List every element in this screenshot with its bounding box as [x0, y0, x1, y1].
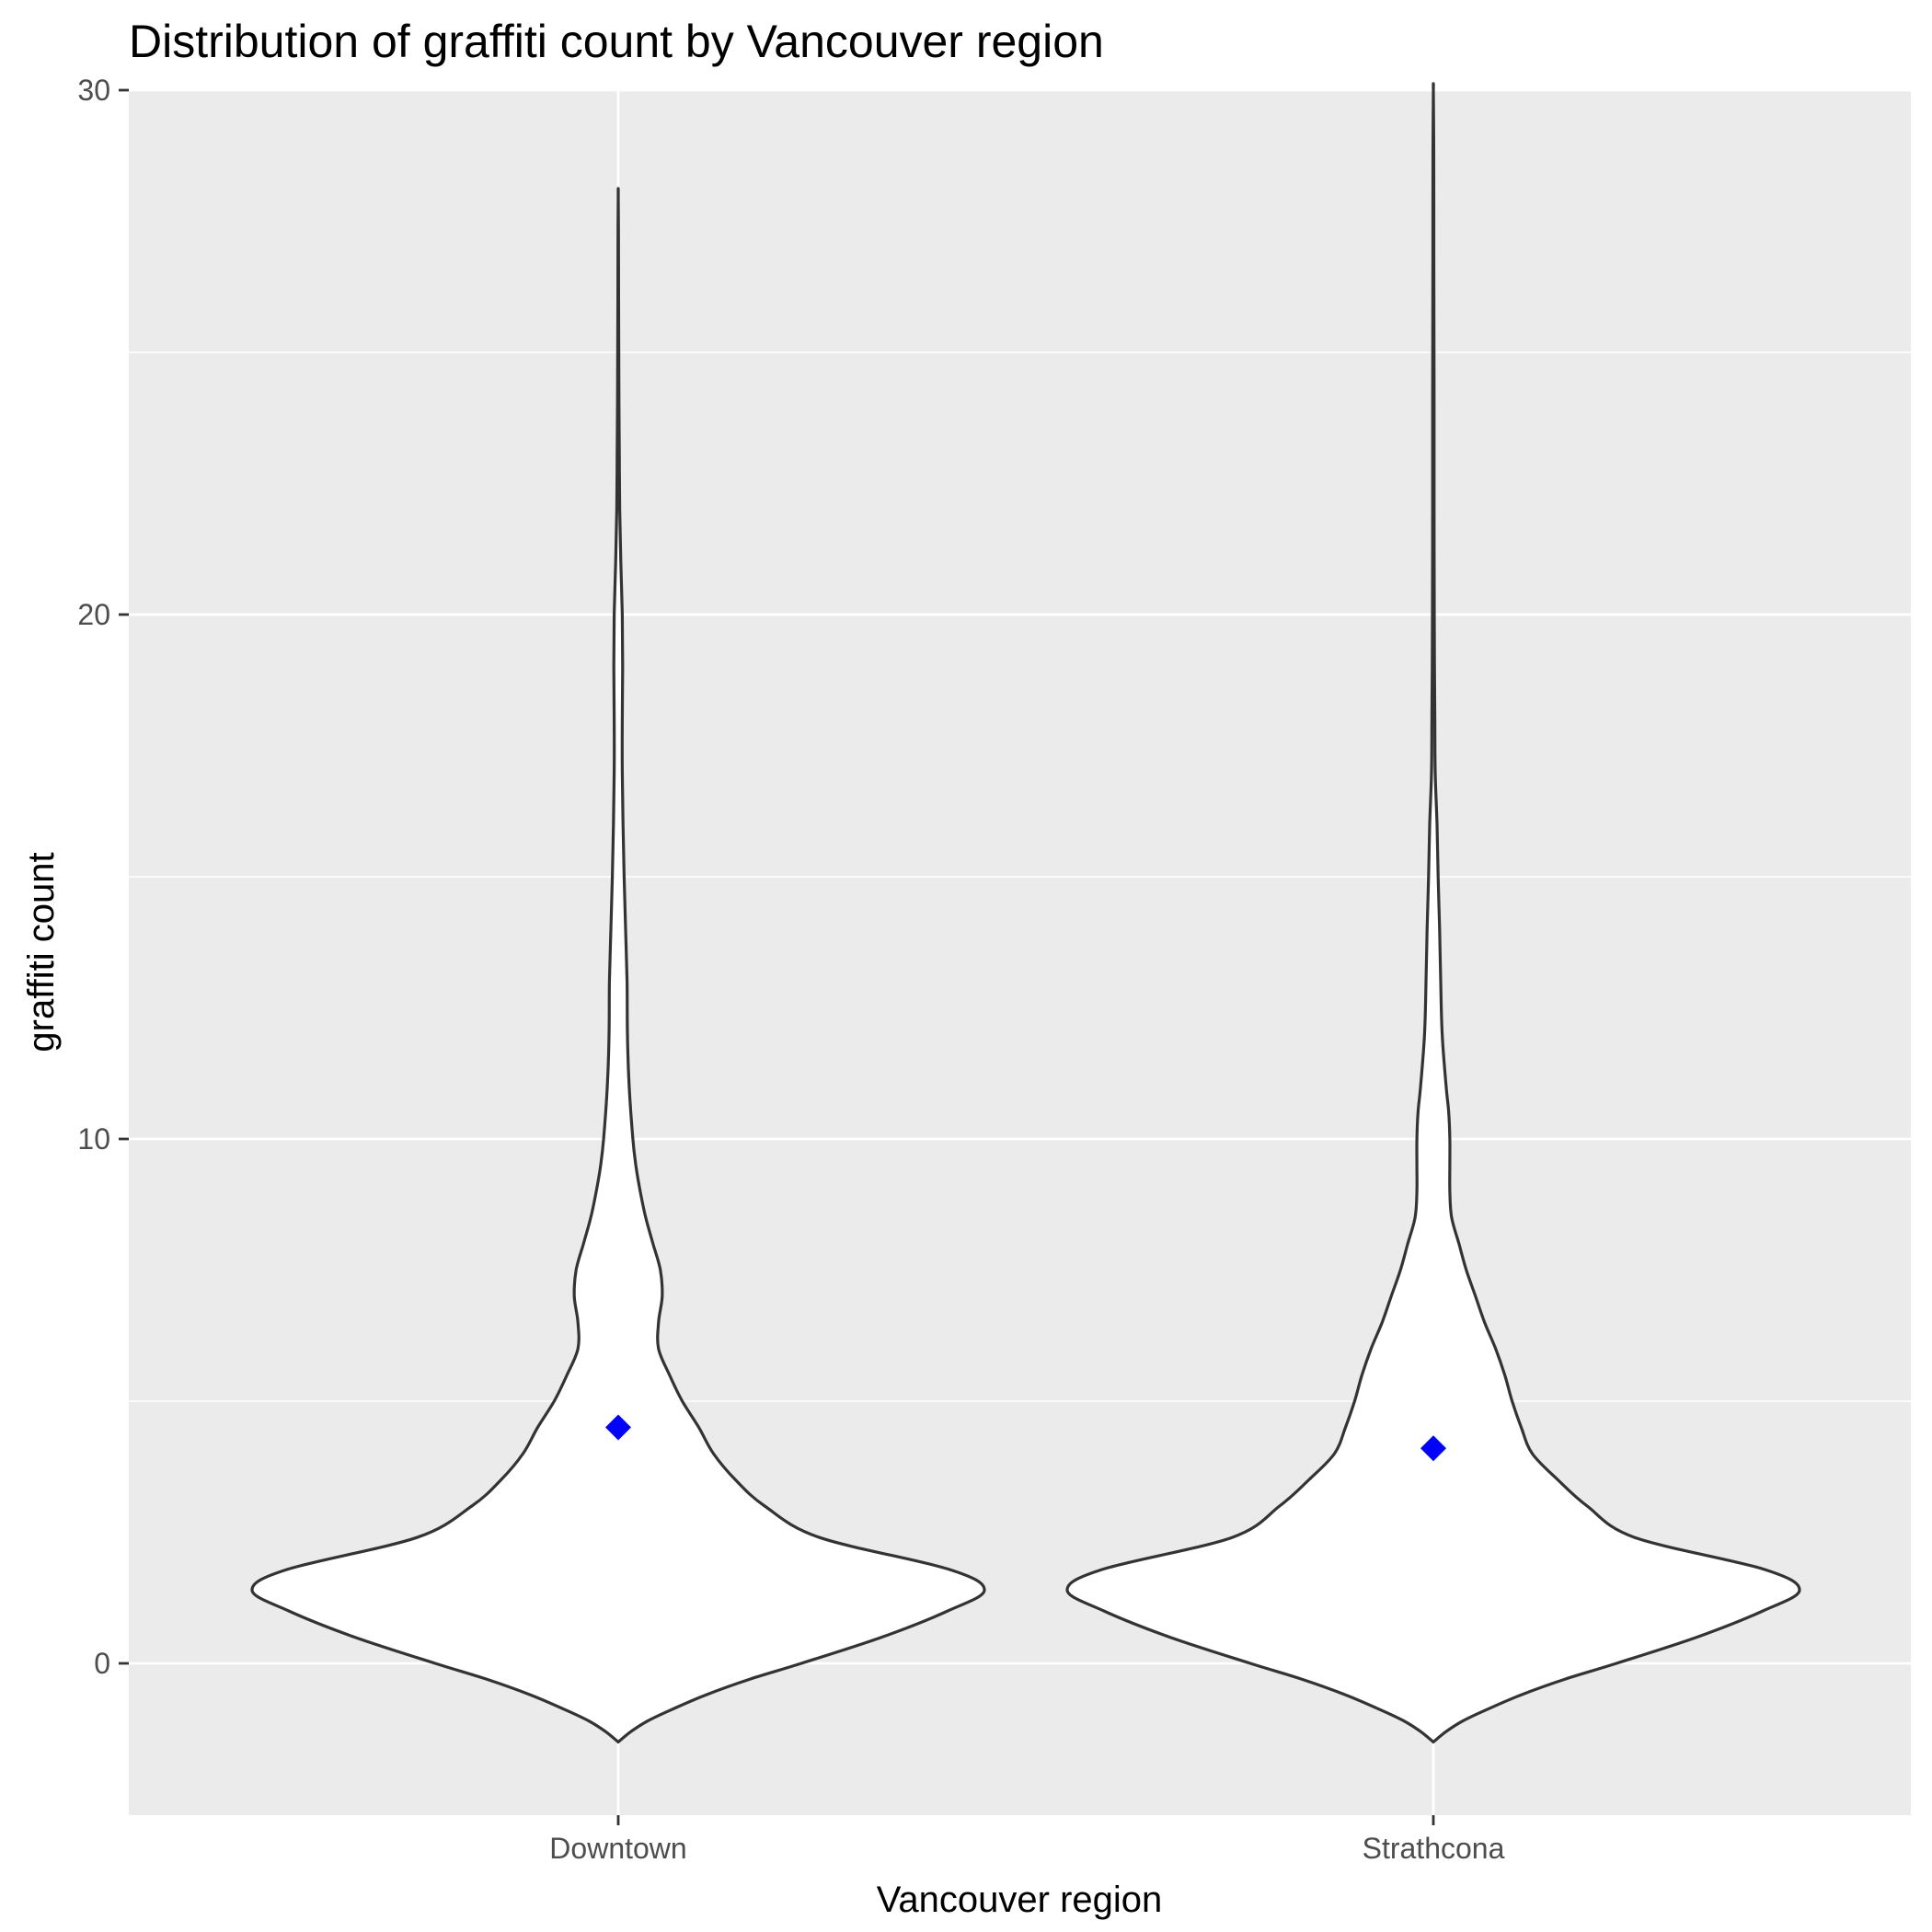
- x-axis: Downtown Strathcona: [549, 1815, 1505, 1865]
- y-tick-label: 30: [77, 74, 110, 107]
- x-tick-label: Downtown: [549, 1832, 686, 1865]
- violin-strathcona: [1065, 82, 1801, 1744]
- mean-marker-strathcona: [1420, 1435, 1446, 1462]
- mean-marker-downtown: [605, 1414, 631, 1441]
- y-tick-label: 20: [77, 598, 110, 631]
- x-axis-title: Vancouver region: [877, 1880, 1163, 1920]
- violins: [250, 82, 1801, 1744]
- x-tick-label: Strathcona: [1363, 1832, 1505, 1865]
- mean-markers: [605, 1414, 1446, 1462]
- chart-title: Distribution of graffiti count by Vancou…: [129, 16, 1104, 67]
- violin-downtown: [250, 187, 986, 1744]
- y-axis-title: graffiti count: [21, 852, 62, 1052]
- y-tick-label: 10: [77, 1122, 110, 1156]
- y-tick-label: 0: [94, 1647, 110, 1680]
- y-axis: 0 10 20 30: [77, 74, 129, 1680]
